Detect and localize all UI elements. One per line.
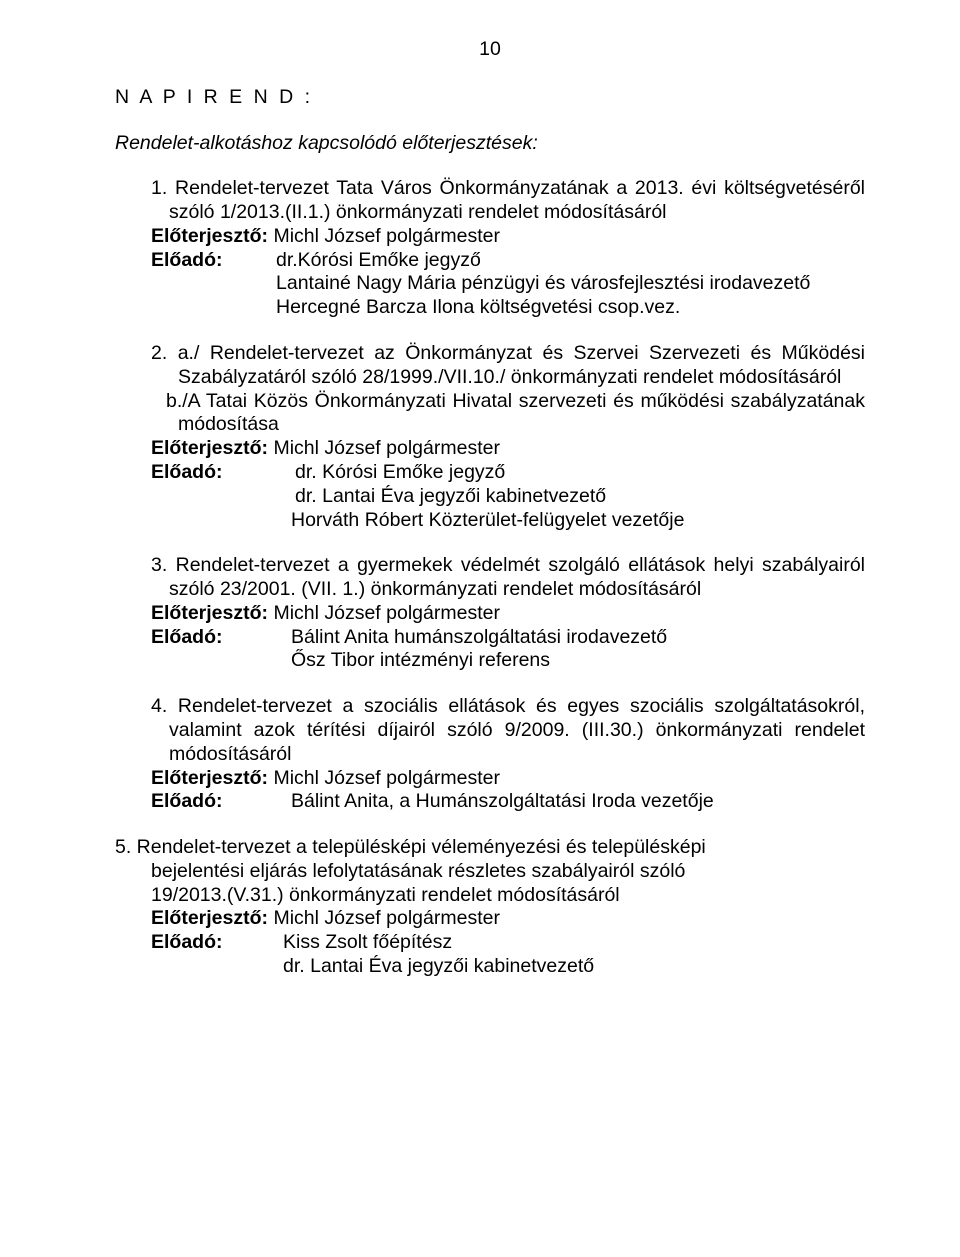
item-title: 4. Rendelet-tervezet a szociális ellátás… xyxy=(151,695,865,766)
presenter-name: Michl József polgármester xyxy=(268,767,500,789)
presenter-label: Előterjesztő: xyxy=(151,602,268,624)
presenter-line: Előterjesztő: Michl József polgármester xyxy=(151,225,865,249)
presenter-line: Előterjesztő: Michl József polgármester xyxy=(151,437,865,461)
presenter-label: Előterjesztő: xyxy=(151,437,268,459)
presenter-line: Előterjesztő: Michl József polgármester xyxy=(133,907,865,931)
presenter-name: Michl József polgármester xyxy=(268,225,500,247)
speaker-label: Előadó: xyxy=(151,790,291,814)
item-title-b: b./A Tatai Közös Önkormányzati Hivatal s… xyxy=(151,390,865,438)
speaker-label: Előadó: xyxy=(151,249,276,273)
presenter-label: Előterjesztő: xyxy=(151,225,268,247)
presenter-label: Előterjesztő: xyxy=(151,907,268,929)
speaker-line-1: Előadó:dr.Kórósi Emőke jegyző xyxy=(151,249,865,273)
item-title-line1: 5. Rendelet-tervezet a településképi vél… xyxy=(133,836,865,860)
presenter-name: Michl József polgármester xyxy=(268,907,500,929)
presenter-label: Előterjesztő: xyxy=(151,767,268,789)
agenda-item-2: 2. a./ Rendelet-tervezet az Önkormányzat… xyxy=(115,342,865,532)
presenter-line: Előterjesztő: Michl József polgármester xyxy=(151,602,865,626)
speaker-line-1: Előadó:dr. Kórósi Emőke jegyző xyxy=(151,461,865,485)
agenda-item-5: 5. Rendelet-tervezet a településképi vél… xyxy=(115,836,865,979)
speaker-line-1: Előadó:Kiss Zsolt főépítész xyxy=(133,931,865,955)
document-page: 10 N A P I R E N D : Rendelet-alkotáshoz… xyxy=(0,0,960,1257)
speaker-line-3: Hercegné Barcza Ilona költségvetési csop… xyxy=(151,296,865,320)
item-title: 3. Rendelet-tervezet a gyermekek védelmé… xyxy=(151,554,865,602)
agenda-item-3: 3. Rendelet-tervezet a gyermekek védelmé… xyxy=(115,554,865,673)
speaker-line-1: Előadó:Bálint Anita, a Humánszolgáltatás… xyxy=(151,790,865,814)
item-title-a: 2. a./ Rendelet-tervezet az Önkormányzat… xyxy=(151,342,865,390)
speaker-line-2: Lantainé Nagy Mária pénzügyi és városfej… xyxy=(151,272,865,296)
presenter-line: Előterjesztő: Michl József polgármester xyxy=(151,767,865,791)
item-title-line3: 19/2013.(V.31.) önkormányzati rendelet m… xyxy=(133,884,865,908)
speaker-name: dr. Kórósi Emőke jegyző xyxy=(295,461,505,483)
page-number: 10 xyxy=(115,38,865,62)
agenda-item-4: 4. Rendelet-tervezet a szociális ellátás… xyxy=(115,695,865,814)
speaker-line-2: Ősz Tibor intézményi referens xyxy=(151,649,865,673)
speaker-line-2: dr. Lantai Éva jegyzői kabinetvezető xyxy=(133,955,865,979)
speaker-name: Bálint Anita, a Humánszolgáltatási Iroda… xyxy=(291,790,714,812)
speaker-label: Előadó: xyxy=(151,626,291,650)
speaker-label: Előadó: xyxy=(151,461,295,485)
speaker-name: Bálint Anita humánszolgáltatási irodavez… xyxy=(291,626,667,648)
speaker-line-3: Horváth Róbert Közterület-felügyelet vez… xyxy=(151,509,865,533)
speaker-label: Előadó: xyxy=(151,931,283,955)
presenter-name: Michl József polgármester xyxy=(268,437,500,459)
item-title-line2: bejelentési eljárás lefolytatásának rész… xyxy=(133,860,865,884)
item-title: 1. Rendelet-tervezet Tata Város Önkormán… xyxy=(151,177,865,225)
speaker-name: dr.Kórósi Emőke jegyző xyxy=(276,249,481,271)
section-title: N A P I R E N D : xyxy=(115,86,865,110)
speaker-line-1: Előadó:Bálint Anita humánszolgáltatási i… xyxy=(151,626,865,650)
agenda-item-1: 1. Rendelet-tervezet Tata Város Önkormán… xyxy=(115,177,865,320)
section-subtitle: Rendelet-alkotáshoz kapcsolódó előterjes… xyxy=(115,132,865,156)
speaker-line-2: dr. Lantai Éva jegyzői kabinetvezető xyxy=(151,485,865,509)
speaker-name: Kiss Zsolt főépítész xyxy=(283,931,452,953)
presenter-name: Michl József polgármester xyxy=(268,602,500,624)
